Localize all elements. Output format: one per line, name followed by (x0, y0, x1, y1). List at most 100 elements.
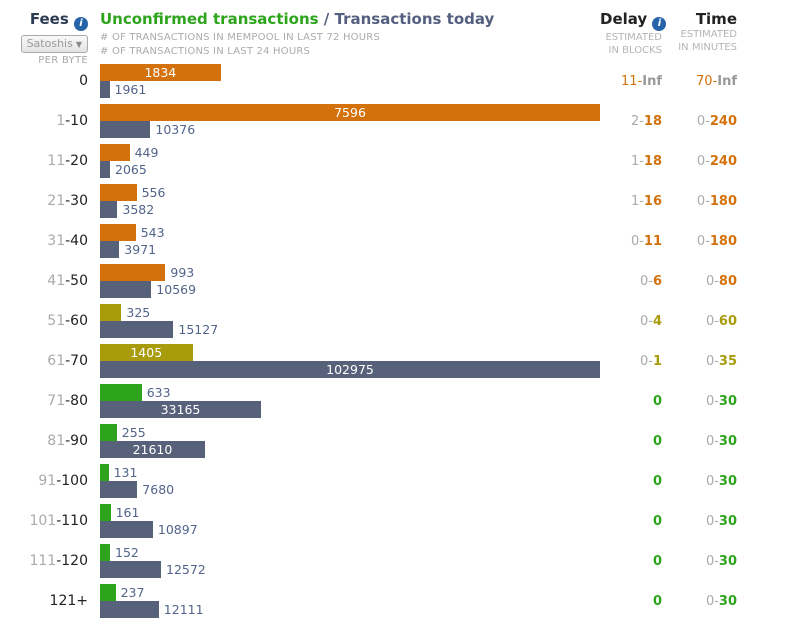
delay-min: 0- (639, 313, 653, 329)
fee-row: 0 1834 1961 11- Inf 70- Inf (0, 64, 790, 98)
fee-range-label: 0 (0, 64, 100, 98)
fee-range-max: -100 (56, 473, 88, 489)
fee-range-max: -80 (65, 393, 88, 409)
mempool-bar: 556 (100, 184, 165, 201)
mempool-count: 7596 (334, 105, 366, 120)
mempool-count: 325 (126, 305, 151, 320)
time-max: 240 (709, 153, 737, 169)
delay-max: 0 (652, 473, 662, 489)
mempool-count: 543 (140, 225, 165, 240)
today-count: 12111 (163, 602, 204, 617)
delay-max: 18 (643, 113, 662, 129)
delay-sub-2: IN BLOCKS (608, 44, 662, 56)
fee-row: 111 -120 152 12572 0 0- 30 (0, 544, 790, 578)
today-bar: 12572 (100, 561, 206, 578)
today-count: 10897 (157, 522, 198, 537)
bars-cell: 993 10569 (100, 264, 600, 298)
subtitle-mempool: # OF TRANSACTIONS IN MEMPOOL IN LAST 72 … (100, 32, 380, 43)
today-bar: 1961 (100, 81, 146, 98)
time-value: 0- 30 (665, 424, 740, 458)
time-min: 0- (696, 153, 710, 169)
bars-cell: 1834 1961 (100, 64, 600, 98)
fee-range-min: 51 (47, 313, 66, 329)
mempool-bar: 255 (100, 424, 146, 441)
time-max: 30 (718, 393, 737, 409)
time-label: Time (695, 10, 737, 28)
time-max: 30 (718, 433, 737, 449)
time-max: 240 (709, 113, 737, 129)
delay-value: 0- 6 (600, 264, 665, 298)
delay-min: 11- (621, 73, 643, 89)
time-value: 0- 80 (665, 264, 740, 298)
fee-range-label: 111 -120 (0, 544, 100, 578)
fee-range-label: 61 -70 (0, 344, 100, 378)
time-max: 30 (718, 513, 737, 529)
title-separator: / (318, 10, 335, 28)
subtitle-today: # OF TRANSACTIONS IN LAST 24 HOURS (100, 46, 311, 57)
fee-range-min: 31 (47, 233, 66, 249)
delay-sub-1: ESTIMATED (605, 31, 662, 43)
delay-value: 1- 16 (600, 184, 665, 218)
fee-range-min: 81 (47, 433, 66, 449)
title-today: Transactions today (334, 10, 495, 28)
time-value: 0- 35 (665, 344, 740, 378)
delay-max: 6 (652, 273, 662, 289)
fee-range-max: -30 (65, 193, 88, 209)
fee-row: 121+ 237 12111 0 0- 30 (0, 584, 790, 618)
today-count: 3971 (124, 242, 157, 257)
fee-range-max: -70 (65, 353, 88, 369)
delay-max: 18 (643, 153, 662, 169)
today-count: 21610 (132, 442, 173, 457)
delay-info-icon[interactable]: i (652, 16, 667, 31)
fees-info-icon[interactable]: i (74, 16, 88, 31)
time-min: 0- (705, 313, 719, 329)
delay-max: 11 (643, 233, 662, 249)
mempool-count: 131 (113, 465, 138, 480)
fee-range-max: -60 (65, 313, 88, 329)
mempool-bar: 131 (100, 464, 137, 481)
time-header-block: Time ESTIMATED IN MINUTES (665, 10, 740, 66)
time-value: 0- 240 (665, 144, 740, 178)
fee-range-label: 31 -40 (0, 224, 100, 258)
fee-range-min: 41 (47, 273, 66, 289)
delay-min: 2- (630, 113, 644, 129)
time-min: 0- (705, 273, 719, 289)
chart-title: Unconfirmed transactions / Transactions … (100, 10, 600, 28)
fee-range-min: 111 (29, 553, 57, 569)
delay-value: 0 (600, 544, 665, 578)
delay-min: 0- (639, 273, 653, 289)
fee-range-max: -40 (65, 233, 88, 249)
delay-min: 0- (639, 353, 653, 369)
time-header: Time (665, 10, 737, 28)
time-min: 0- (696, 193, 710, 209)
today-bar: 2065 (100, 161, 147, 178)
unit-dropdown[interactable]: Satoshis ▼ (20, 34, 88, 53)
time-min: 0- (705, 433, 719, 449)
mempool-count: 449 (134, 145, 159, 160)
time-min: 0- (705, 513, 719, 529)
time-value: 0- 180 (665, 184, 740, 218)
time-value: 0- 180 (665, 224, 740, 258)
mempool-count: 152 (115, 545, 139, 560)
fee-row: 41 -50 993 10569 0- 6 0- 80 (0, 264, 790, 298)
time-max: 80 (718, 273, 737, 289)
time-max: 30 (718, 593, 737, 609)
fee-range-max: -90 (65, 433, 88, 449)
mempool-bar: 325 (100, 304, 150, 321)
fee-range-label: 21 -30 (0, 184, 100, 218)
fee-range-max: -120 (56, 553, 88, 569)
fee-row: 91 -100 131 7680 0 0- 30 (0, 464, 790, 498)
fee-row: 71 -80 633 33165 0 0- 30 (0, 384, 790, 418)
bars-cell: 152 12572 (100, 544, 600, 578)
today-count: 2065 (115, 162, 147, 177)
chevron-down-icon: ▼ (75, 39, 82, 49)
today-bar: 33165 (100, 401, 261, 418)
mempool-count: 993 (170, 265, 195, 280)
delay-label: Delay (600, 10, 648, 28)
fees-label: Fees (29, 10, 69, 28)
delay-value: 0 (600, 384, 665, 418)
fee-rows-container: 0 1834 1961 11- Inf 70- Inf 1 -10 7596 1037… (0, 64, 790, 618)
mempool-bar: 161 (100, 504, 139, 521)
time-sub-1: ESTIMATED (680, 29, 737, 40)
